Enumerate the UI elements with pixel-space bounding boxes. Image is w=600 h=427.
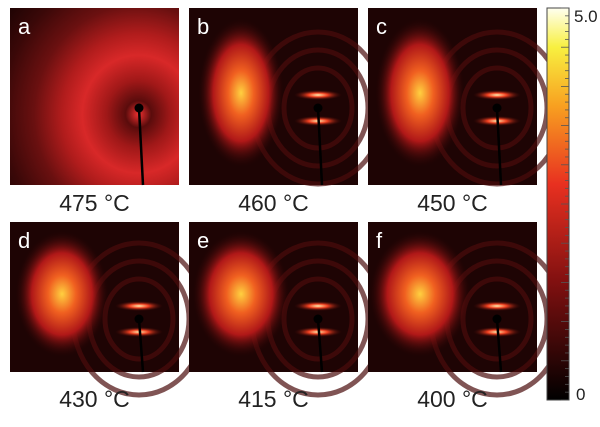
temperature-label: 475 °C [59,190,130,216]
beam-stop [313,314,323,324]
diffuse-lobe [369,231,471,357]
beam-stop-wire [495,318,503,373]
panel: b [189,8,387,187]
fringe [102,276,176,362]
diffuse-lobe [375,18,465,168]
temperature-label: 415 °C [238,386,309,412]
scattering-image [10,8,179,185]
panel-letter: b [197,14,209,39]
panel: d [10,222,208,398]
temperature-label: 460 °C [238,190,309,216]
beam-stop [492,103,502,113]
bragg-streak [294,90,342,100]
temperature-label: 450 °C [417,190,488,216]
beam-stop [134,103,144,113]
panel-letter: e [197,228,209,253]
colorbar: 5.0 0 [546,7,598,404]
bragg-streak [115,301,163,311]
temperature-label: 400 °C [417,386,488,412]
panel: e [189,222,387,398]
colorbar-min: 0 [576,385,585,404]
panel-letter: a [18,14,31,39]
beam-stop-wire [137,107,145,186]
beam-stop-wire [495,107,503,186]
diffuse-lobe [198,18,284,168]
bragg-streak [294,301,342,311]
bragg-streak [473,90,521,100]
colorbar-ticks [561,7,569,401]
beam-stop-wire [316,107,324,186]
panel: f [368,222,566,398]
panel: a [10,8,179,186]
beam-stop [313,103,323,113]
diffuse-lobe [15,231,109,357]
beam-stop [134,314,144,324]
beam-stop [492,314,502,324]
beam-stop-wire [316,318,324,373]
fringe [281,65,355,151]
panel: c [368,8,566,187]
colorbar-max: 5.0 [574,7,598,26]
diffuse-lobe [192,231,290,357]
panel-letter: d [18,228,30,253]
temperature-label: 430 °C [59,386,130,412]
panel-letter: c [376,14,387,39]
panels: a 475 °C b 460 °C c 450 °C d 430 °C e 415 °C f 400 … [10,8,566,412]
panel-letter: f [376,228,383,253]
bragg-streak [473,301,521,311]
beam-stop-wire [137,318,145,373]
